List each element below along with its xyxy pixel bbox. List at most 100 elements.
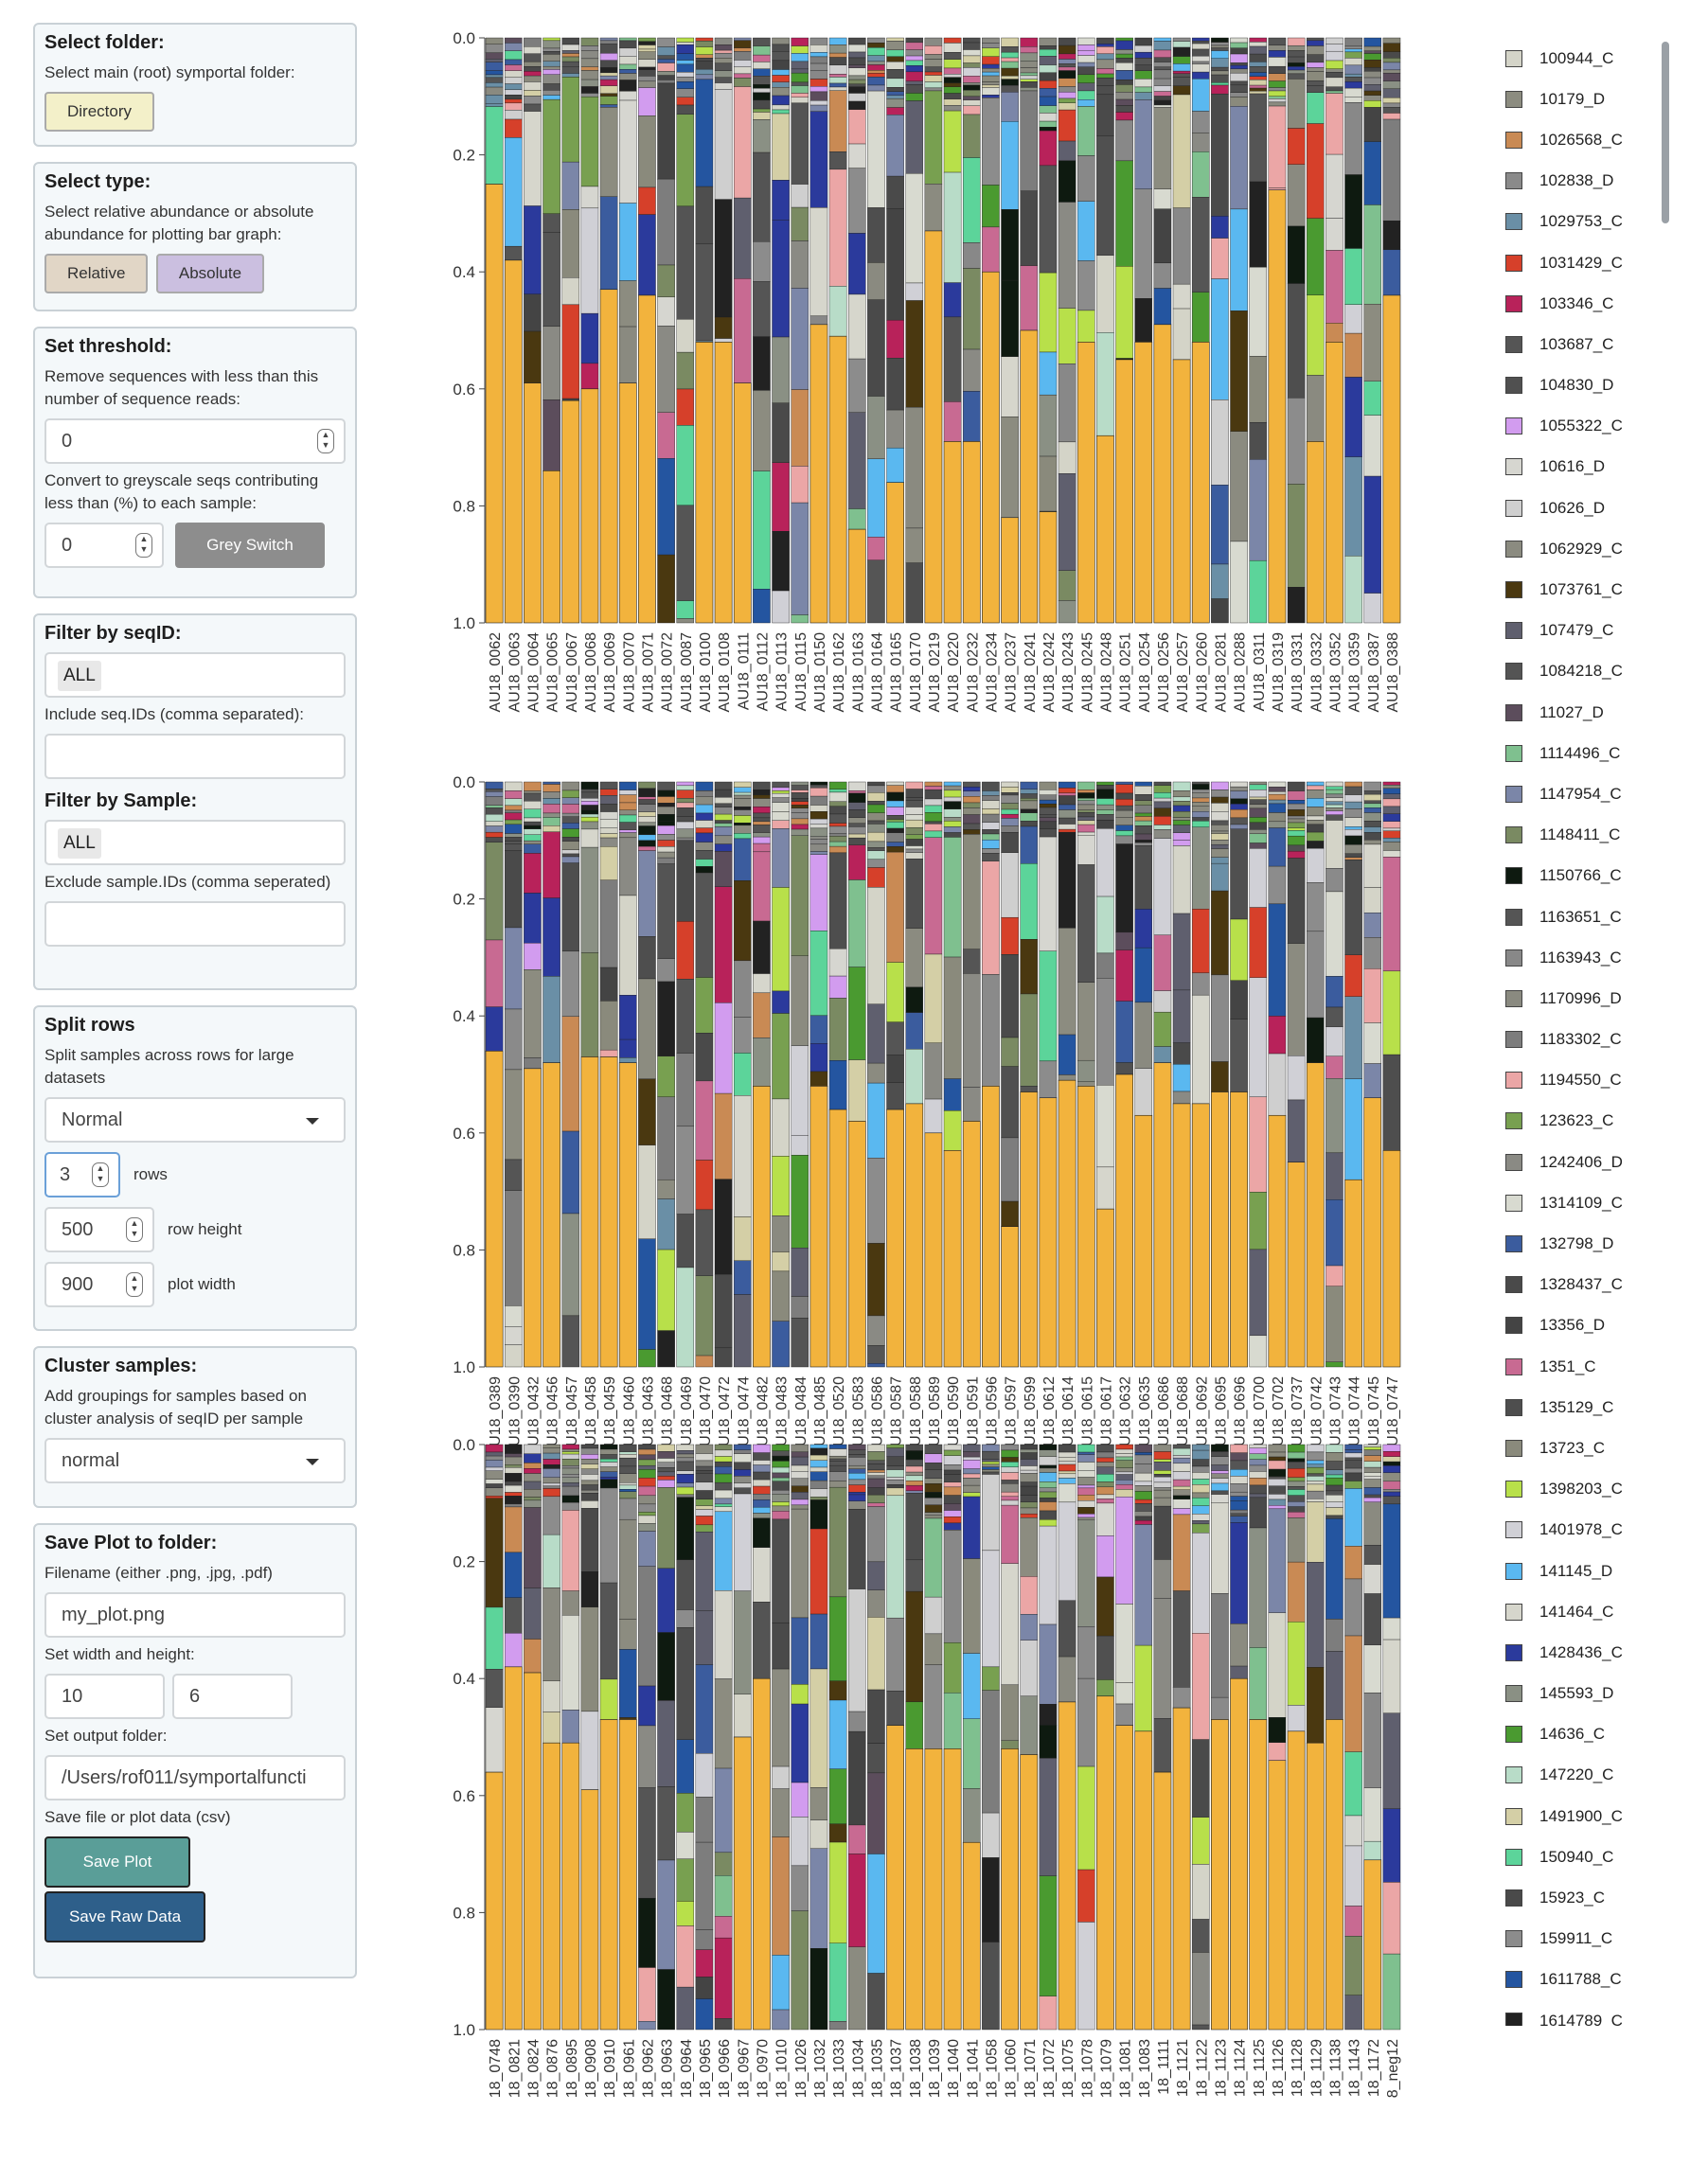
bar-segment	[561, 1477, 580, 1483]
legend-item[interactable]: 1029753_C	[1505, 202, 1685, 242]
include-seqids-input[interactable]	[44, 734, 346, 779]
legend-item[interactable]: 1170996_D	[1505, 978, 1685, 1019]
bar-segment	[714, 1456, 733, 1463]
bar-segment	[657, 554, 675, 624]
row-height-stepper-icon[interactable]: ▲ ▼	[126, 1217, 143, 1242]
legend-item[interactable]: 132798_D	[1505, 1223, 1685, 1264]
grey-threshold-stepper-icon[interactable]: ▲ ▼	[135, 533, 152, 558]
legend-item[interactable]: 1401978_C	[1505, 1510, 1685, 1551]
legend-item[interactable]: 1398203_C	[1505, 1469, 1685, 1510]
legend-item[interactable]: 1163943_C	[1505, 937, 1685, 978]
rows-input[interactable]: 3 ▲ ▼	[44, 1152, 120, 1197]
threshold-input[interactable]: 0 ▲ ▼	[44, 418, 346, 464]
bar-major-segment	[1172, 1103, 1191, 1368]
legend-item[interactable]: 123623_C	[1505, 1101, 1685, 1142]
legend-item[interactable]: 1194550_C	[1505, 1060, 1685, 1101]
legend-item[interactable]: 141145_D	[1505, 1551, 1685, 1591]
legend-item[interactable]: 1084218_C	[1505, 651, 1685, 692]
legend-item[interactable]: 1147954_C	[1505, 773, 1685, 814]
legend-item[interactable]: 10626_D	[1505, 488, 1685, 528]
save-width-input[interactable]: 10	[44, 1674, 165, 1719]
bar-segment	[1134, 1491, 1153, 1500]
bar-segment	[905, 282, 924, 301]
split-mode-select[interactable]: Normal	[44, 1097, 346, 1143]
directory-button[interactable]: Directory	[44, 92, 155, 132]
legend-item[interactable]: 1614789_C	[1505, 2000, 1685, 2026]
legend-item[interactable]: 102838_D	[1505, 161, 1685, 202]
legend-item[interactable]: 1073761_C	[1505, 569, 1685, 610]
legend-item[interactable]: 103687_C	[1505, 324, 1685, 364]
bar-segment	[1344, 857, 1362, 860]
bar-segment	[982, 1459, 1000, 1463]
legend-item[interactable]: 1328437_C	[1505, 1265, 1685, 1305]
relative-button[interactable]: Relative	[44, 254, 149, 293]
legend-item[interactable]: 159911_C	[1505, 1919, 1685, 1960]
sample-chip[interactable]: ALL	[58, 828, 101, 859]
legend-item[interactable]: 1150766_C	[1505, 856, 1685, 896]
legend-item[interactable]: 141464_C	[1505, 1591, 1685, 1632]
legend-item[interactable]: 1314109_C	[1505, 1182, 1685, 1223]
legend-item[interactable]: 1148411_C	[1505, 815, 1685, 856]
legend-item[interactable]: 1351_C	[1505, 1346, 1685, 1387]
grey-threshold-input[interactable]: 0 ▲ ▼	[44, 523, 164, 568]
seqid-filter-input[interactable]: ALL	[44, 652, 346, 698]
bar-segment	[1096, 1494, 1114, 1499]
bar-segment	[810, 1043, 828, 1073]
exclude-samples-input[interactable]	[44, 901, 346, 947]
legend-item[interactable]: 10616_D	[1505, 447, 1685, 488]
legend-item[interactable]: 15923_C	[1505, 1877, 1685, 1918]
seqid-chip[interactable]: ALL	[58, 661, 101, 691]
legend-item[interactable]: 1491900_C	[1505, 1796, 1685, 1836]
cluster-select[interactable]: normal	[44, 1438, 346, 1483]
filename-input[interactable]: my_plot.png	[44, 1592, 346, 1638]
legend-item[interactable]: 1611788_C	[1505, 1960, 1685, 2000]
legend-item[interactable]: 147220_C	[1505, 1755, 1685, 1796]
legend-item[interactable]: 107479_C	[1505, 611, 1685, 651]
bar-segment	[867, 458, 885, 538]
row-height-input[interactable]: 500 ▲ ▼	[44, 1207, 154, 1252]
y-tick-label: 0.2	[453, 1553, 475, 1571]
legend-item[interactable]: 1163651_C	[1505, 896, 1685, 937]
sample-filter-input[interactable]: ALL	[44, 820, 346, 865]
threshold-stepper-icon[interactable]: ▲ ▼	[317, 429, 334, 453]
legend-item[interactable]: 13356_D	[1505, 1305, 1685, 1346]
bar-segment	[810, 1454, 828, 1461]
legend-item[interactable]: 1428436_C	[1505, 1632, 1685, 1673]
bar-segment	[543, 1496, 560, 1535]
bar-segment	[618, 1465, 637, 1474]
legend-item[interactable]: 13723_C	[1505, 1428, 1685, 1468]
rows-stepper-icon[interactable]: ▲ ▼	[92, 1162, 109, 1187]
output-folder-input[interactable]: /Users/rof011/symportalfuncti	[44, 1755, 346, 1800]
legend-item[interactable]: 1062929_C	[1505, 528, 1685, 569]
legend-item[interactable]: 100944_C	[1505, 38, 1685, 79]
legend-item[interactable]: 1183302_C	[1505, 1020, 1685, 1060]
save-raw-data-button[interactable]: Save Raw Data	[44, 1891, 205, 1942]
legend-item[interactable]: 1114496_C	[1505, 733, 1685, 773]
legend-item[interactable]: 11027_D	[1505, 692, 1685, 733]
bar-segment	[1191, 994, 1210, 1105]
save-height-input[interactable]: 6	[172, 1674, 293, 1719]
plot-width-stepper-icon[interactable]: ▲ ▼	[126, 1272, 143, 1297]
bar-segment	[1039, 120, 1058, 128]
absolute-button[interactable]: Absolute	[155, 254, 265, 293]
bar-segment	[1363, 67, 1382, 72]
save-plot-button[interactable]: Save Plot	[44, 1836, 190, 1888]
bar-major-segment	[618, 382, 637, 624]
legend-item[interactable]: 1055322_C	[1505, 406, 1685, 447]
legend-item[interactable]: 1026568_C	[1505, 119, 1685, 160]
legend-item[interactable]: 103346_C	[1505, 283, 1685, 324]
legend-item[interactable]: 14636_C	[1505, 1714, 1685, 1755]
bar-segment	[810, 1848, 828, 1949]
legend-item[interactable]: 135129_C	[1505, 1387, 1685, 1428]
bar-segment	[1076, 1677, 1095, 1767]
grey-switch-button[interactable]: Grey Switch	[175, 523, 325, 568]
legend-item[interactable]: 150940_C	[1505, 1836, 1685, 1877]
legend-item[interactable]: 104830_D	[1505, 365, 1685, 406]
bar-segment	[867, 1463, 885, 1471]
legend-scrollbar[interactable]	[1662, 42, 1669, 223]
legend-item[interactable]: 10179_D	[1505, 79, 1685, 119]
legend-item[interactable]: 1031429_C	[1505, 242, 1685, 283]
legend-item[interactable]: 1242406_D	[1505, 1142, 1685, 1182]
plot-width-input[interactable]: 900 ▲ ▼	[44, 1262, 154, 1307]
legend-item[interactable]: 145593_D	[1505, 1674, 1685, 1714]
